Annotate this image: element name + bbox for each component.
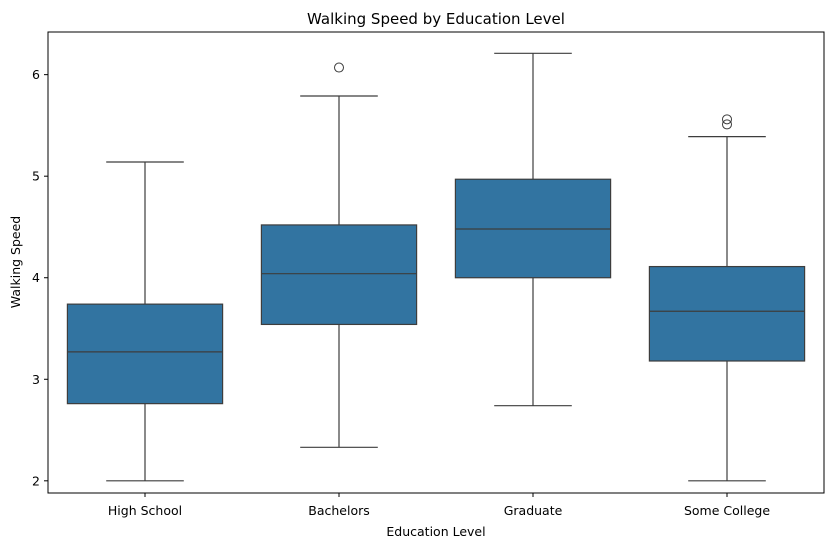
box-iqr	[648, 265, 806, 362]
outlier-point	[334, 62, 344, 73]
box-iqr	[260, 224, 418, 326]
box-group	[260, 62, 418, 448]
y-tick-label: 2	[32, 473, 40, 488]
x-tick-label: High School	[108, 503, 182, 518]
x-tick-label: Graduate	[504, 503, 563, 518]
plot-area	[66, 52, 806, 482]
x-tick-label: Bachelors	[308, 503, 370, 518]
plot-frame	[47, 31, 825, 494]
box-group	[454, 52, 612, 407]
axes: High School Bachelors Graduate Some College…	[32, 67, 770, 518]
chart-title: Walking Speed by Education Level	[307, 10, 565, 28]
y-tick-label: 4	[32, 270, 40, 285]
outlier-point	[722, 114, 732, 125]
x-tick-label: Some College	[684, 503, 770, 518]
y-tick-label: 5	[32, 169, 40, 184]
outlier-point	[722, 119, 732, 130]
box-group	[648, 114, 806, 482]
x-axis-label: Education Level	[386, 524, 485, 539]
y-tick-label: 3	[32, 372, 40, 387]
y-tick-label: 6	[32, 67, 40, 82]
box-iqr	[66, 303, 224, 405]
box-group	[66, 161, 224, 482]
y-axis-label: Walking Speed	[8, 216, 23, 308]
